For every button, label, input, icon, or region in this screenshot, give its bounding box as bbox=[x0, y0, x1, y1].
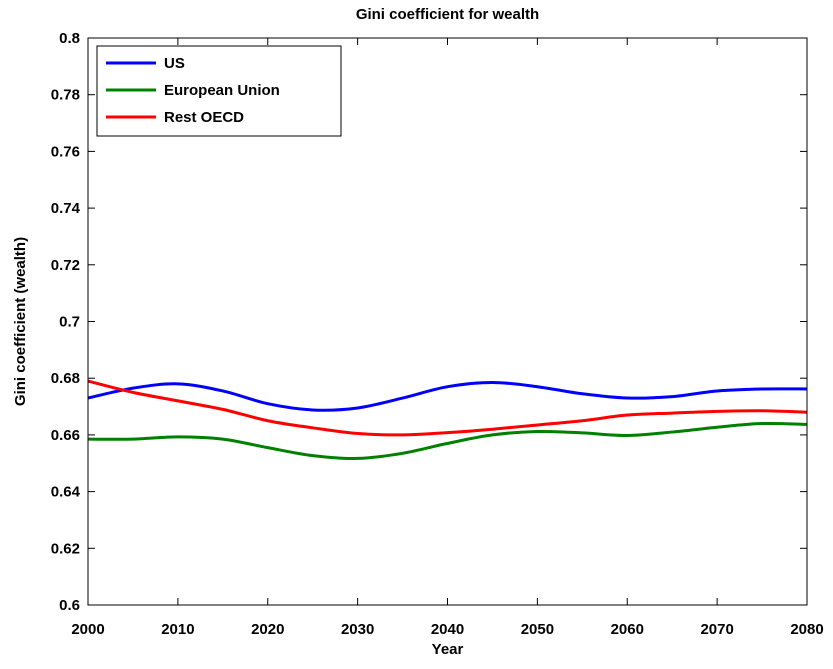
y-tick-label: 0.7 bbox=[59, 314, 80, 331]
legend-label-european-union: European Union bbox=[164, 82, 280, 99]
series-line-rest-oecd bbox=[87, 379, 808, 437]
ticks-layer: 2000 2010 2020 2030 2040 2050 2060 2070 2080 0.6 0… bbox=[51, 30, 824, 638]
y-tick-label: 0.64 bbox=[51, 484, 81, 501]
y-tick-label: 0.66 bbox=[51, 427, 80, 444]
y-tick-label: 0.78 bbox=[51, 87, 80, 104]
x-tick-label: 2010 bbox=[161, 621, 194, 638]
y-tick-label: 0.74 bbox=[51, 200, 81, 217]
x-tick-label: 2080 bbox=[790, 621, 823, 638]
x-tick-label: 2000 bbox=[71, 621, 104, 638]
series-layer bbox=[87, 379, 808, 460]
y-tick-label: 0.62 bbox=[51, 540, 80, 557]
x-tick-label: 2060 bbox=[611, 621, 644, 638]
y-tick-label: 0.76 bbox=[51, 143, 80, 160]
series-line-us bbox=[87, 380, 808, 412]
legend: US European Union Rest OECD bbox=[96, 45, 342, 137]
y-tick-label: 0.68 bbox=[51, 370, 80, 387]
y-tick-label: 0.8 bbox=[59, 30, 80, 47]
x-tick-label: 2040 bbox=[431, 621, 464, 638]
x-tick-label: 2070 bbox=[700, 621, 733, 638]
legend-label-us: US bbox=[164, 55, 185, 72]
x-tick-label: 2020 bbox=[251, 621, 284, 638]
x-tick-label: 2030 bbox=[341, 621, 374, 638]
y-axis-title: Gini coefficient (wealth) bbox=[12, 237, 29, 406]
series-line-european-union bbox=[87, 421, 808, 460]
legend-label-rest-oecd: Rest OECD bbox=[164, 109, 244, 126]
chart-title: Gini coefficient for wealth bbox=[356, 6, 539, 23]
y-tick-label: 0.6 bbox=[59, 597, 80, 614]
x-axis-title: Year bbox=[432, 641, 464, 658]
y-tick-label: 0.72 bbox=[51, 257, 80, 274]
x-tick-label: 2050 bbox=[521, 621, 554, 638]
